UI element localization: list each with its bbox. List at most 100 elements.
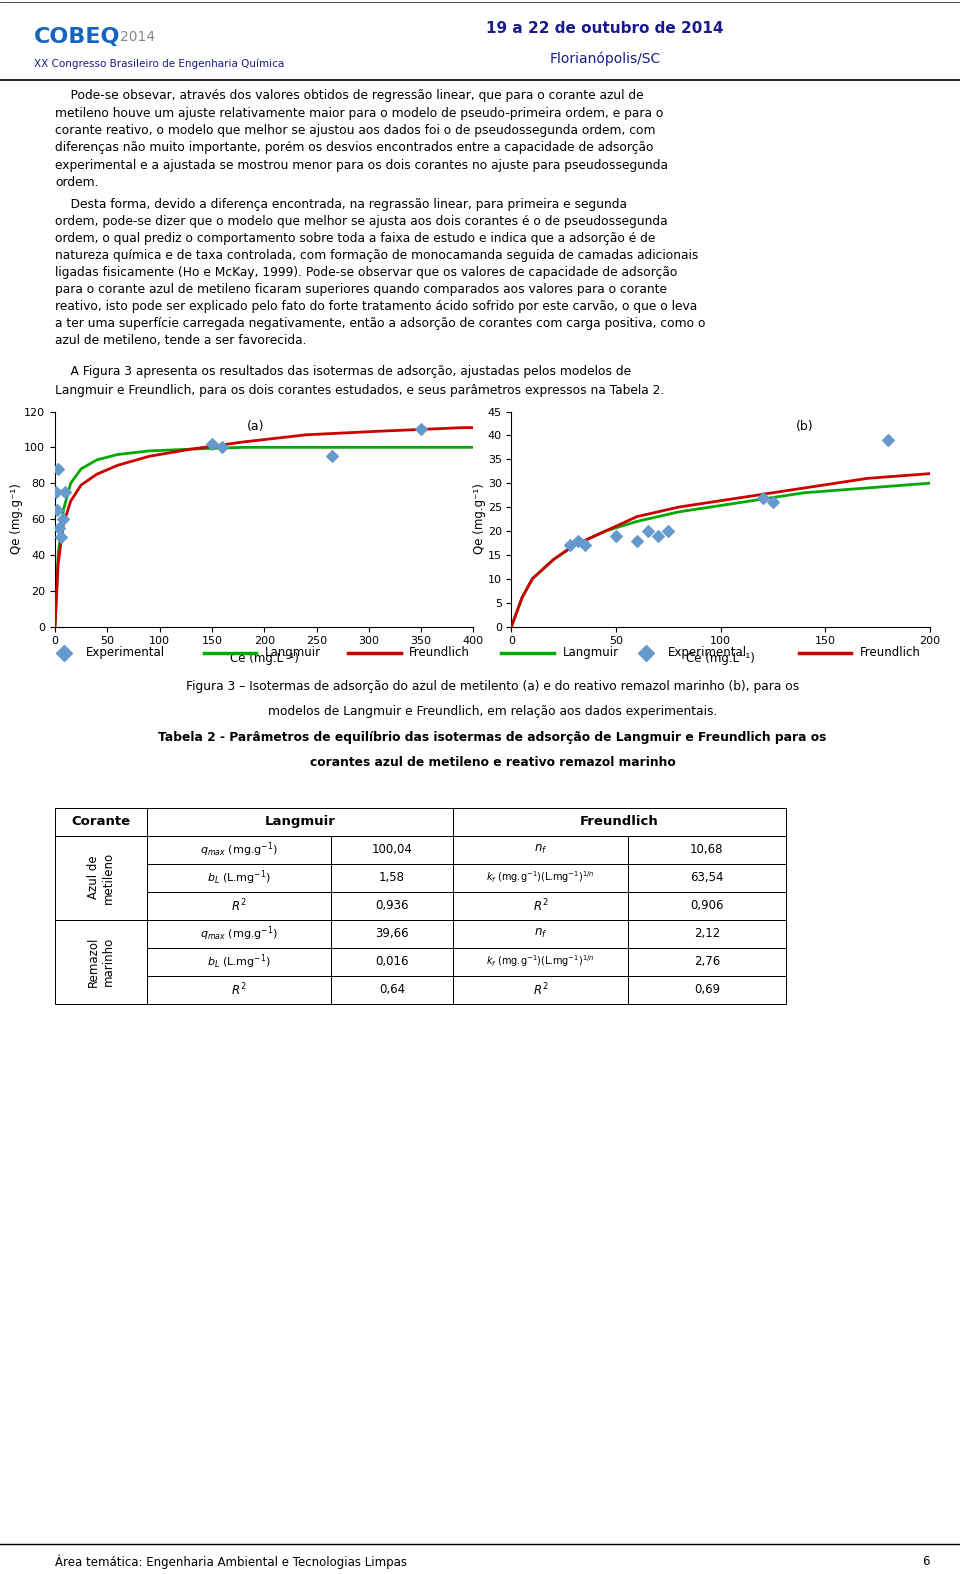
Text: ordem, o qual prediz o comportamento sobre toda a faixa de estudo e indica que a: ordem, o qual prediz o comportamento sob… [55,231,656,246]
Bar [453,919,628,948]
X-axis label: Ce (mg.L⁻¹): Ce (mg.L⁻¹) [686,652,756,664]
Bar [453,891,628,919]
Text: 39,66: 39,66 [375,927,409,940]
Text: $q_{max}$ (mg.g$^{-1}$): $q_{max}$ (mg.g$^{-1}$) [200,841,277,859]
Text: corante reativo, o modelo que melhor se ajustou aos dados foi o de pseudossegund: corante reativo, o modelo que melhor se … [55,124,656,137]
Text: Freundlich: Freundlich [860,645,921,660]
Text: 0,016: 0,016 [375,955,409,968]
Bar [628,836,785,864]
Text: 0,69: 0,69 [694,984,720,996]
Bar [453,864,628,891]
Point [414,417,429,442]
Text: $R^2$: $R^2$ [533,897,548,914]
Text: Langmuir: Langmuir [563,645,618,660]
Point [571,527,587,552]
Text: Remazol
marinho: Remazol marinho [87,937,115,987]
Text: Langmuir: Langmuir [265,815,335,828]
Point [53,524,68,549]
Bar [55,836,147,919]
Text: $R^2$: $R^2$ [231,981,247,998]
Bar [453,836,628,864]
Bar [453,807,785,836]
Text: natureza química e de taxa controlada, com formação de monocamanda seguida de ca: natureza química e de taxa controlada, c… [55,249,698,263]
Text: $q_{max}$ (mg.g$^{-1}$): $q_{max}$ (mg.g$^{-1}$) [200,924,277,943]
Text: 2,76: 2,76 [694,955,720,968]
Text: (a): (a) [247,420,265,433]
Text: $R^2$: $R^2$ [533,981,548,998]
Text: Langmuir e Freundlich, para os dois corantes estudados, e seus parâmetros expres: Langmuir e Freundlich, para os dois cora… [55,384,664,397]
Text: 63,54: 63,54 [690,870,724,885]
Text: 0,936: 0,936 [375,899,409,911]
Text: Corante: Corante [71,815,131,828]
Point [630,527,645,552]
Text: 2,12: 2,12 [694,927,720,940]
Text: $R^2$: $R^2$ [231,897,247,914]
Point [58,480,73,505]
Point [563,532,578,557]
Point [49,497,64,523]
Bar [628,948,785,976]
Text: 19 a 22 de outubro de 2014: 19 a 22 de outubro de 2014 [486,20,724,36]
Text: Freundlich: Freundlich [409,645,470,660]
Text: A Figura 3 apresenta os resultados das isotermas de adsorção, ajustadas pelos mo: A Figura 3 apresenta os resultados das i… [55,365,631,378]
Text: 10,68: 10,68 [690,844,724,856]
Text: modelos de Langmuir e Freundlich, em relação aos dados experimentais.: modelos de Langmuir e Freundlich, em rel… [268,705,717,718]
Point [50,456,65,482]
Bar [330,919,453,948]
Point [215,434,230,460]
Text: Experimental: Experimental [85,645,165,660]
Bar [147,836,330,864]
Bar [330,948,453,976]
Bar [330,976,453,1004]
Text: XX Congresso Brasileiro de Engenharia Química: XX Congresso Brasileiro de Engenharia Qu… [34,58,284,69]
Bar [147,891,330,919]
Point [639,518,655,543]
Bar [147,948,330,976]
Text: experimental e a ajustada se mostrou menor para os dois corantes no ajuste para : experimental e a ajustada se mostrou men… [55,159,668,172]
Text: para o corante azul de metileno ficaram superiores quando comparados aos valores: para o corante azul de metileno ficaram … [55,283,667,296]
Y-axis label: Qe (mg.g⁻¹): Qe (mg.g⁻¹) [10,483,23,554]
Bar [628,864,785,891]
Text: $n_f$: $n_f$ [534,927,547,940]
Point [755,485,770,510]
Text: Figura 3 – Isotermas de adsorção do azul de metilento (a) e do reativo remazol m: Figura 3 – Isotermas de adsorção do azul… [186,680,799,694]
Text: $b_L$ (L.mg$^{-1}$): $b_L$ (L.mg$^{-1}$) [206,952,271,971]
Point [56,507,71,532]
Text: Freundlich: Freundlich [580,815,659,828]
Point [880,428,896,453]
Bar [55,919,147,1004]
Text: 100,04: 100,04 [372,844,412,856]
Point [324,444,340,469]
Text: COBEQ: COBEQ [34,27,120,47]
Bar [147,864,330,891]
Text: $k_f$ (mg.g$^{-1}$)(L.mg$^{-1}$)$^{1/n}$: $k_f$ (mg.g$^{-1}$)(L.mg$^{-1}$)$^{1/n}$ [487,869,595,886]
Text: Pode-se obsevar, através dos valores obtidos de regressão linear, que para o cor: Pode-se obsevar, através dos valores obt… [55,90,643,102]
Text: $k_f$ (mg.g$^{-1}$)(L.mg$^{-1}$)$^{1/n}$: $k_f$ (mg.g$^{-1}$)(L.mg$^{-1}$)$^{1/n}$ [487,954,595,970]
Text: a ter uma superfície carregada negativamente, então a adsorção de corantes com c: a ter uma superfície carregada negativam… [55,318,706,331]
Bar [628,919,785,948]
Point [577,532,592,557]
Bar [453,948,628,976]
Text: Experimental: Experimental [667,645,747,660]
Point [660,518,676,543]
Bar [147,976,330,1004]
Text: $b_L$ (L.mg$^{-1}$): $b_L$ (L.mg$^{-1}$) [206,869,271,886]
Text: Desta forma, devido a diferença encontrada, na regrassão linear, para primeira e: Desta forma, devido a diferença encontra… [55,198,627,211]
Text: ligadas fisicamente (Ho e McKay, 1999). Pode-se observar que os valores de capac: ligadas fisicamente (Ho e McKay, 1999). … [55,266,678,279]
X-axis label: Ce (mg.L⁻¹): Ce (mg.L⁻¹) [229,652,299,664]
Text: Florianópolis/SC: Florianópolis/SC [549,52,660,66]
Text: 1,58: 1,58 [379,870,405,885]
Bar [147,807,453,836]
Text: Langmuir: Langmuir [265,645,322,660]
Bar [628,976,785,1004]
Text: 2014: 2014 [120,30,156,44]
Y-axis label: Qe (mg.g⁻¹): Qe (mg.g⁻¹) [473,483,487,554]
Bar [453,976,628,1004]
Text: corantes azul de metileno e reativo remazol marinho: corantes azul de metileno e reativo rema… [310,756,676,770]
Text: Azul de
metileno: Azul de metileno [87,852,115,903]
Point [204,431,220,456]
Text: ordem.: ordem. [55,176,99,189]
Text: (b): (b) [796,420,813,433]
Text: Tabela 2 - Parâmetros de equilíbrio das isotermas de adsorção de Langmuir e Freu: Tabela 2 - Parâmetros de equilíbrio das … [158,732,827,745]
Point [650,523,665,548]
